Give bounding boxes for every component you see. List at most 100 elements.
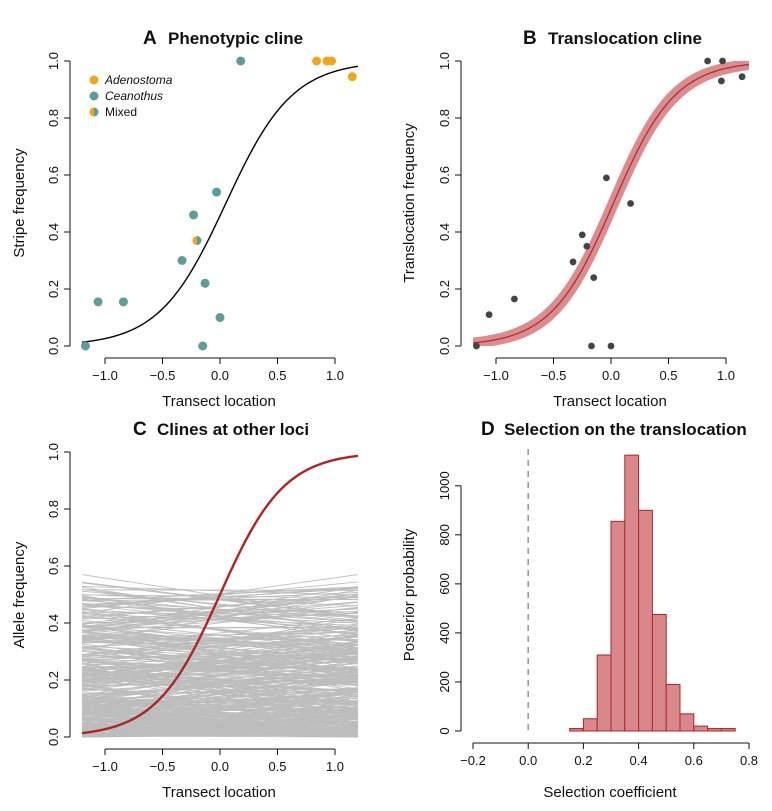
- panel-c-y-tick-label: 0.6: [46, 557, 61, 575]
- panel-c-y-tick-label: 0.0: [46, 728, 61, 746]
- panel-c-locus-line: [81, 687, 359, 715]
- panel-c-locus-line: [81, 722, 359, 738]
- panel-d-x-tick-label: 0.8: [740, 753, 758, 768]
- panel-b-point: [718, 77, 725, 85]
- panel-d-xlabel: Selection coefficient: [543, 784, 677, 801]
- panel-a: A Phenotypic cline Transect location Str…: [11, 28, 359, 410]
- panel-c-locus-line: [81, 631, 359, 679]
- panel-c-locus-line: [81, 650, 359, 664]
- panel-b-curve: [472, 61, 750, 346]
- legend-label-ceanothus: Ceanothus: [105, 89, 163, 103]
- panel-d-y-tick-label: 600: [437, 573, 452, 595]
- panel-b-y-tick-label: 0.0: [437, 337, 452, 355]
- panel-c-locus-line: [81, 649, 359, 672]
- panel-d: D Selection on the translocation Selecti…: [401, 419, 758, 801]
- panel-c-locus-line: [81, 652, 359, 678]
- panel-c-x-tick-label: −0.5: [150, 759, 176, 774]
- panel-a-cline-curve: [81, 65, 359, 343]
- panel-d-x-tick-label: 0.2: [574, 753, 592, 768]
- panel-c-locus-line: [81, 632, 359, 652]
- panel-b-point: [473, 342, 480, 350]
- panel-c-locus-line: [81, 695, 359, 719]
- panel-c-title: Clines at other loci: [157, 420, 309, 439]
- panel-b-cline-curve: [472, 63, 750, 344]
- panel-c-locus-line: [81, 706, 359, 738]
- panel-d-y-tick-label: 800: [437, 524, 452, 546]
- panel-c-locus-line: [81, 610, 359, 633]
- panel-a-y-tick-label: 0.8: [46, 109, 61, 127]
- panel-c-locus-line: [81, 694, 359, 732]
- panel-c-y-tick-label: 0.4: [46, 614, 61, 632]
- panel-b-x-tick-label: 1.0: [717, 368, 735, 383]
- panel-a-y-tick-label: 0.2: [46, 280, 61, 298]
- panel-c-locus-line: [81, 701, 359, 722]
- panel-c-locus-line: [81, 721, 359, 731]
- panel-b: B Translocation cline Transect location …: [401, 28, 750, 410]
- panel-d-histogram-bar: [651, 614, 667, 732]
- panel-c-locus-line: [81, 638, 359, 674]
- panel-c-locus-line: [81, 612, 359, 649]
- panel-c-x-tick-label: 0.0: [211, 759, 229, 774]
- panel-b-x-tick-label: 0.0: [602, 368, 620, 383]
- panel-d-ylabel: Posterior probability: [401, 528, 418, 661]
- panel-c-locus-line: [81, 634, 359, 671]
- panel-b-xlabel: Transect location: [553, 393, 667, 410]
- panel-b-x-tick-label: −1.0: [483, 368, 509, 383]
- panel-d-histogram-bar: [610, 520, 626, 732]
- panel-c-loci-lines: [81, 574, 359, 738]
- panel-b-point: [590, 274, 598, 281]
- panel-c-locus-line: [81, 680, 359, 683]
- panel-c-locus-line: [81, 598, 359, 635]
- panel-d-histogram-bar: [665, 683, 681, 732]
- panel-a-x-tick-label: −0.5: [150, 368, 176, 383]
- panel-c-curve: [81, 454, 359, 735]
- panel-b-ylabel: Translocation frequency: [401, 123, 418, 283]
- panel-c-x-tick-label: 1.0: [326, 759, 344, 774]
- panel-c-locus-line: [81, 677, 359, 720]
- panel-d-y-tick-label: 400: [437, 622, 452, 644]
- panel-b-axes: −1.0 −0.5 0.0 0.5 1.0 0.0 0.2 0.4 0.6 0.8 1.0: [437, 52, 735, 383]
- panel-b-y-tick-label: 0.6: [437, 166, 452, 184]
- panel-c-locus-line: [81, 653, 359, 678]
- panel-b-x-tick-label: 0.5: [659, 368, 677, 383]
- panel-b-point: [588, 342, 595, 350]
- panel-b-point: [603, 174, 610, 182]
- panel-c-locus-line: [81, 680, 359, 713]
- panel-c-letter: C: [133, 419, 147, 440]
- panel-c-locus-line: [81, 635, 359, 653]
- panel-b-point: [569, 258, 577, 266]
- panel-c: C Clines at other loci Transect location…: [11, 419, 359, 801]
- panel-c-locus-line: [81, 701, 359, 737]
- panel-c-locus-line: [81, 623, 359, 655]
- point-ceanothus: [200, 278, 210, 288]
- panel-c-locus-line: [81, 674, 359, 710]
- panel-d-letter: D: [481, 419, 495, 440]
- legend-swatch-mixed-left: [89, 107, 94, 117]
- panel-a-y-tick-label: 1.0: [46, 52, 61, 70]
- panel-c-locus-line: [81, 724, 359, 738]
- panel-d-y-tick-label: 200: [437, 671, 452, 693]
- panel-c-axes: −1.0 −0.5 0.0 0.5 1.0 0.0 0.2 0.4 0.6 0.8 1.0: [46, 443, 344, 774]
- panel-c-locus-line: [81, 646, 359, 680]
- panel-c-locus-line: [81, 607, 359, 631]
- point-mixed-left: [192, 236, 197, 246]
- panel-c-locus-line: [81, 597, 359, 623]
- panel-d-histogram-bar: [638, 509, 653, 732]
- legend-swatch-adenostoma: [89, 75, 99, 85]
- panel-b-title: Translocation cline: [548, 29, 702, 48]
- panel-c-locus-line: [81, 712, 359, 738]
- panel-a-curve: [81, 65, 359, 343]
- panel-d-y-tick-label: 1000: [437, 471, 452, 500]
- legend-label-adenostoma: Adenostoma: [104, 73, 173, 87]
- panel-b-y-tick-label: 1.0: [437, 52, 452, 70]
- panel-b-point: [704, 57, 711, 65]
- panel-a-xlabel: Transect location: [162, 393, 276, 410]
- panel-c-locus-line: [81, 595, 359, 641]
- panel-c-locus-line: [81, 649, 359, 660]
- point-ceanothus: [212, 187, 222, 197]
- panel-d-histogram-bar: [693, 725, 709, 732]
- panel-d-histogram-bar: [582, 718, 598, 732]
- panel-c-locus-line: [81, 636, 359, 646]
- panel-a-legend: Adenostoma Ceanothus Mixed: [89, 73, 173, 119]
- panel-c-locus-line: [81, 616, 359, 643]
